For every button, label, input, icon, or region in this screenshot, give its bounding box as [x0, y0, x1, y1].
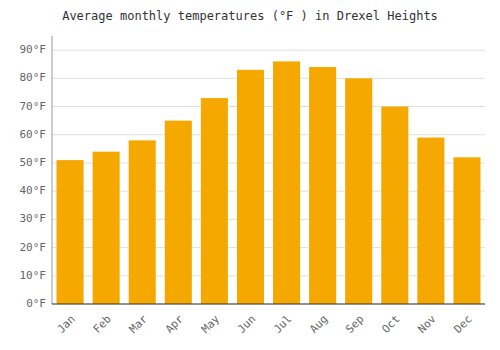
- y-tick-label: 40°F: [20, 184, 47, 197]
- x-tick-label: Feb: [91, 313, 114, 336]
- x-tick-label: Mar: [127, 312, 151, 336]
- grid-line: [52, 50, 485, 51]
- y-tick-label: 0°F: [26, 297, 46, 310]
- bar: [129, 140, 156, 304]
- chart: 0°F 10°F 20°F 30°F 40°F 50°F 60°F 70°F 80°F 90°F J…: [0, 0, 500, 350]
- x-tick-label: Dec: [451, 313, 474, 336]
- bar: [201, 98, 228, 304]
- bar: [237, 70, 264, 304]
- bar: [309, 67, 336, 304]
- bar: [93, 152, 120, 304]
- x-tick-label: Apr: [163, 312, 187, 336]
- y-tick-label: 30°F: [20, 212, 47, 225]
- x-tick-label: Nov: [415, 312, 439, 336]
- bar: [273, 61, 300, 304]
- y-axis: 0°F 10°F 20°F 30°F 40°F 50°F 60°F 70°F 80°F 90°F: [20, 36, 53, 310]
- y-tick-label: 70°F: [20, 100, 47, 113]
- y-axis-line: [52, 36, 53, 304]
- x-tick-label: Jun: [235, 313, 258, 336]
- chart-container: 0°F 10°F 20°F 30°F 40°F 50°F 60°F 70°F 80°F 90°F J…: [0, 0, 500, 350]
- bar: [345, 78, 372, 304]
- y-tick-label: 20°F: [20, 241, 47, 254]
- x-tick-label: Jul: [271, 313, 294, 336]
- x-tick-label: Oct: [379, 313, 402, 336]
- y-tick-label: 10°F: [20, 269, 47, 282]
- bar: [453, 157, 480, 304]
- x-tick-label: Aug: [307, 313, 330, 336]
- bar: [417, 138, 444, 304]
- y-tick-label: 80°F: [20, 71, 47, 84]
- x-axis-line: [52, 304, 485, 305]
- title: Average monthly temperatures (°F ) in Dr…: [62, 9, 438, 23]
- grid-line: [52, 134, 485, 135]
- grid: [52, 50, 485, 304]
- x-axis: Jan Feb Mar Apr May Jun Jul Aug Sep Oct Nov Dec: [52, 304, 485, 336]
- y-tick-label: 90°F: [20, 43, 47, 56]
- bars: [57, 61, 481, 304]
- grid-line: [52, 304, 485, 305]
- grid-line: [52, 106, 485, 107]
- bar: [57, 160, 84, 304]
- bar: [165, 121, 192, 304]
- x-tick-label: Jan: [55, 313, 78, 336]
- y-tick-label: 50°F: [20, 156, 47, 169]
- grid-line: [52, 78, 485, 79]
- bar: [381, 107, 408, 304]
- x-tick-label: May: [199, 312, 223, 336]
- x-tick-label: Sep: [343, 313, 366, 336]
- y-tick-label: 60°F: [20, 128, 47, 141]
